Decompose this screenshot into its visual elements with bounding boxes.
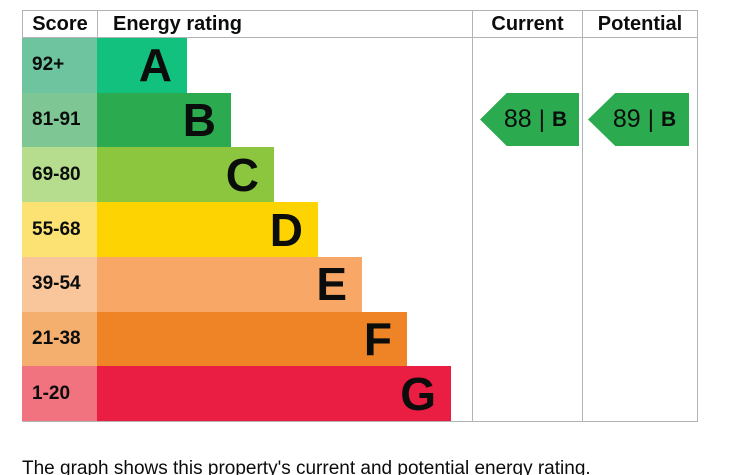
current-rating-divider: | (538, 105, 545, 133)
potential-column: 89 | B (582, 38, 698, 421)
band-row-d: 55-68 D (22, 202, 472, 257)
header-score: Score (22, 11, 97, 37)
band-bar-e: E (97, 256, 362, 312)
table-header-row: Score Energy rating Current Potential (22, 10, 698, 38)
current-rating-value: 88 (503, 105, 532, 133)
band-row-a: 92+ A (22, 38, 472, 93)
band-row-c: 69-80 C (22, 147, 472, 203)
chart-caption: The graph shows this property's current … (22, 458, 591, 475)
score-range-e: 39-54 (22, 256, 97, 312)
score-range-f: 21-38 (22, 311, 97, 367)
score-range-a: 92+ (22, 38, 97, 93)
potential-rating-divider: | (647, 105, 654, 133)
band-bar-g: G (97, 366, 451, 422)
band-row-e: 39-54 E (22, 256, 472, 312)
band-letter-g: G (400, 367, 436, 420)
band-bar-c: C (97, 147, 274, 203)
band-letter-e: E (316, 258, 347, 311)
header-current: Current (472, 11, 582, 37)
band-bar-b: B (97, 92, 231, 148)
score-range-g: 1-20 (22, 366, 97, 422)
current-rating-band: B (551, 107, 568, 131)
band-letter-a: A (138, 39, 172, 92)
band-row-f: 21-38 F (22, 311, 472, 367)
band-letter-b: B (182, 94, 216, 147)
epc-table: Score Energy rating Current Potential 92… (22, 10, 698, 422)
band-letter-d: D (269, 203, 303, 256)
band-bar-f: F (97, 311, 407, 367)
score-range-b: 81-91 (22, 92, 97, 148)
band-bar-d: D (97, 202, 318, 257)
band-row-b: 81-91 B (22, 92, 472, 148)
band-row-g: 1-20 G (22, 366, 472, 422)
band-letter-c: C (225, 148, 259, 201)
potential-rating-value: 89 (612, 105, 641, 133)
rating-bands: 92+ A 81-91 B 69-80 C (22, 38, 472, 422)
potential-rating-arrow-icon: 89 | B (588, 93, 689, 146)
current-rating-arrow-icon: 88 | B (480, 93, 579, 146)
current-column: 88 | B (472, 38, 582, 421)
chart-body: 92+ A 81-91 B 69-80 C (22, 38, 698, 422)
band-bar-a: A (97, 38, 187, 93)
score-range-d: 55-68 (22, 202, 97, 257)
header-potential: Potential (582, 11, 698, 37)
score-range-c: 69-80 (22, 147, 97, 203)
potential-rating-band: B (660, 107, 677, 131)
band-letter-f: F (363, 312, 392, 365)
header-energy-rating: Energy rating (97, 11, 472, 37)
